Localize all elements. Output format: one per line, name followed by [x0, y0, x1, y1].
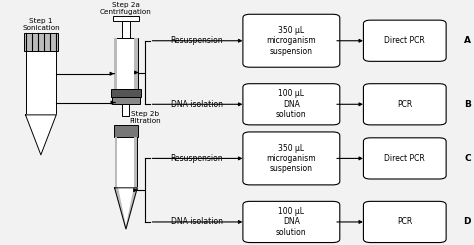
Text: PCR: PCR [397, 218, 412, 226]
Text: Step 1
Sonication: Step 1 Sonication [22, 18, 60, 31]
Polygon shape [126, 188, 137, 229]
Bar [110, 89, 141, 97]
Polygon shape [115, 188, 137, 229]
Bar [114, 38, 138, 89]
Bar [135, 38, 138, 89]
Text: 350 μL
microganism
suspension: 350 μL microganism suspension [266, 26, 316, 56]
Bar [24, 33, 58, 51]
Text: D: D [464, 218, 471, 226]
FancyBboxPatch shape [364, 84, 446, 125]
FancyBboxPatch shape [243, 84, 340, 125]
Bar [112, 97, 140, 104]
Text: Direct PCR: Direct PCR [384, 36, 425, 45]
Bar [122, 104, 129, 116]
Polygon shape [26, 115, 56, 155]
Text: A: A [464, 36, 471, 45]
Bar [26, 51, 56, 115]
FancyBboxPatch shape [364, 20, 446, 61]
Polygon shape [115, 188, 126, 229]
Text: Step 2a
Centrifugation: Step 2a Centrifugation [100, 2, 152, 15]
Text: Resuspension: Resuspension [171, 36, 223, 45]
Text: Direct PCR: Direct PCR [384, 154, 425, 163]
Text: 350 μL
microganism
suspension: 350 μL microganism suspension [266, 144, 316, 173]
Bar [114, 125, 138, 137]
FancyBboxPatch shape [243, 132, 340, 185]
Text: B: B [464, 100, 471, 109]
Text: 100 μL
DNA
solution: 100 μL DNA solution [276, 207, 307, 237]
Bar [114, 38, 118, 89]
Text: DNA isolation: DNA isolation [171, 218, 223, 226]
FancyBboxPatch shape [364, 201, 446, 243]
Bar [122, 21, 130, 38]
Bar [113, 16, 139, 21]
Text: DNA isolation: DNA isolation [171, 100, 223, 109]
Bar [115, 137, 137, 188]
Text: Step 2b
Filtration: Step 2b Filtration [129, 111, 161, 124]
Text: C: C [465, 154, 471, 163]
Text: PCR: PCR [397, 100, 412, 109]
FancyBboxPatch shape [364, 138, 446, 179]
FancyBboxPatch shape [243, 14, 340, 67]
FancyBboxPatch shape [243, 201, 340, 243]
Text: 100 μL
DNA
solution: 100 μL DNA solution [276, 89, 307, 119]
Bar [135, 137, 137, 188]
Bar [115, 137, 118, 188]
Text: Resuspension: Resuspension [171, 154, 223, 163]
